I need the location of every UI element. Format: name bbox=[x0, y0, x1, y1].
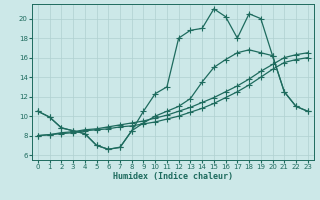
X-axis label: Humidex (Indice chaleur): Humidex (Indice chaleur) bbox=[113, 172, 233, 181]
